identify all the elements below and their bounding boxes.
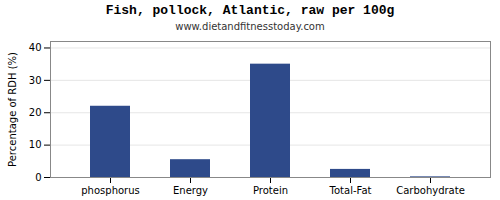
svg-text:Total-Fat: Total-Fat <box>329 185 372 196</box>
svg-text:Percentage of RDH (%): Percentage of RDH (%) <box>7 52 18 167</box>
svg-text:phosphorus: phosphorus <box>81 185 139 196</box>
svg-text:10: 10 <box>29 139 42 150</box>
svg-text:0: 0 <box>35 172 41 183</box>
svg-text:30: 30 <box>29 75 42 86</box>
svg-text:Protein: Protein <box>253 185 288 196</box>
svg-text:40: 40 <box>29 42 42 53</box>
svg-text:Energy: Energy <box>173 185 208 196</box>
svg-text:20: 20 <box>29 107 42 118</box>
html-text:www.dietandfitnesstoday.com: www.dietandfitnesstoday.com <box>175 21 325 32</box>
svg-text:Carbohydrate: Carbohydrate <box>396 185 465 196</box>
html-text:Fish, pollock, Atlantic, raw p: Fish, pollock, Atlantic, raw per 100g <box>105 3 395 18</box>
